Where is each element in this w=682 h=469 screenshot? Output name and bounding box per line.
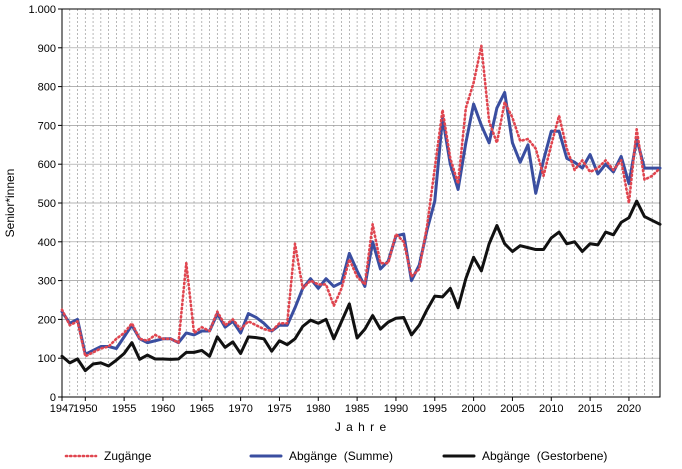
x-tick-label: 2005: [500, 403, 524, 415]
y-tick-label: 100: [38, 353, 56, 365]
x-tick-label: 1960: [151, 403, 175, 415]
x-tick-label: 1970: [228, 403, 252, 415]
x-tick-label: 1950: [73, 403, 97, 415]
x-tick-label: 1985: [345, 403, 369, 415]
x-tick-label: 1990: [384, 403, 408, 415]
series-line-1: [60, 90, 662, 356]
x-axis-label: J a h r e: [335, 420, 387, 434]
x-tick-label: 1975: [267, 403, 291, 415]
series-line-2: [60, 199, 662, 373]
x-tick-label: 1980: [306, 403, 330, 415]
y-tick-label: 900: [38, 43, 56, 55]
y-tick-label: 400: [38, 237, 56, 249]
y-axis-label: Senior*innen: [3, 169, 17, 238]
x-tick-label: 1955: [112, 403, 136, 415]
y-tick-label: 0: [50, 392, 56, 404]
y-tick-label: 300: [38, 276, 56, 288]
series-layer: [60, 44, 662, 373]
x-tick-label: 2010: [539, 403, 563, 415]
legend-label-0: Zugänge: [104, 449, 152, 463]
y-tick-label: 500: [38, 198, 56, 210]
y-axis: 0 100 200 300 400 500 600 700 800 900 1.000: [28, 4, 62, 404]
y-tick-label: 1.000: [28, 4, 56, 16]
legend-label-2: Abgänge (Gestorbene): [482, 449, 607, 463]
grid: [62, 9, 660, 397]
x-tick-label: 1965: [190, 403, 214, 415]
legend: Zugänge Abgänge (Summe) Abgänge (Gestorben…: [64, 449, 607, 463]
x-tick-label: 2020: [617, 403, 641, 415]
series-line-0: [60, 44, 662, 358]
legend-label-1: Abgänge (Summe): [289, 449, 393, 463]
y-tick-label: 600: [38, 159, 56, 171]
y-tick-label: 800: [38, 82, 56, 94]
x-tick-label: 2000: [461, 403, 485, 415]
x-tick-label: 1947: [50, 403, 74, 415]
x-tick-label: 1995: [423, 403, 447, 415]
x-tick-label: 2015: [578, 403, 602, 415]
y-tick-label: 200: [38, 314, 56, 326]
y-tick-label: 700: [38, 120, 56, 132]
